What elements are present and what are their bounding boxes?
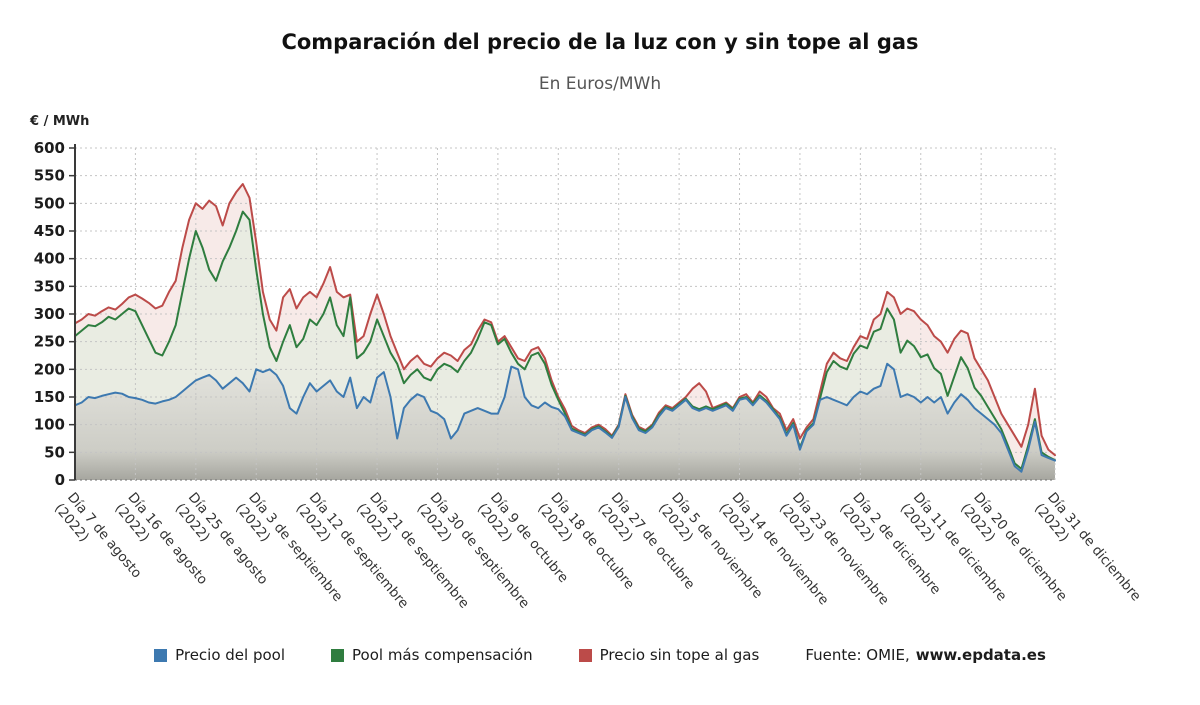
svg-text:300: 300 (34, 305, 65, 323)
legend-item-precio-del-pool[interactable]: Precio del pool (154, 646, 285, 664)
legend-item-pool-mas-compensacion[interactable]: Pool más compensación (331, 646, 533, 664)
source-link[interactable]: www.epdata.es (915, 646, 1046, 664)
svg-text:200: 200 (34, 360, 65, 378)
svg-text:400: 400 (34, 250, 65, 268)
legend-label-precio-sin-tope: Precio sin tope al gas (599, 646, 760, 664)
legend-label-precio-del-pool: Precio del pool (175, 646, 286, 664)
svg-text:550: 550 (34, 167, 65, 185)
svg-text:450: 450 (34, 222, 65, 240)
source-credit: Fuente: OMIE, www.epdata.es (805, 646, 1046, 664)
source-prefix: Fuente: OMIE, (805, 646, 910, 664)
svg-text:600: 600 (34, 139, 65, 157)
svg-text:0: 0 (55, 471, 65, 489)
y-axis-unit-label: € / MWh (30, 114, 90, 129)
svg-text:500: 500 (34, 194, 65, 212)
legend-item-precio-sin-tope[interactable]: Precio sin tope al gas (578, 646, 760, 664)
svg-text:150: 150 (34, 388, 65, 406)
chart-subtitle: En Euros/MWh (538, 74, 662, 94)
svg-text:250: 250 (34, 333, 65, 351)
chart-title: Comparación del precio de la luz con y s… (281, 30, 919, 54)
legend: Precio del pool Pool más compensación Pr… (0, 646, 1200, 664)
legend-label-pool-mas-compensacion: Pool más compensación (352, 646, 533, 664)
svg-text:50: 50 (44, 443, 65, 461)
legend-swatch-green (331, 648, 345, 662)
svg-text:100: 100 (34, 416, 65, 434)
svg-text:350: 350 (34, 277, 65, 295)
legend-swatch-blue (154, 648, 168, 662)
legend-swatch-red (578, 648, 592, 662)
